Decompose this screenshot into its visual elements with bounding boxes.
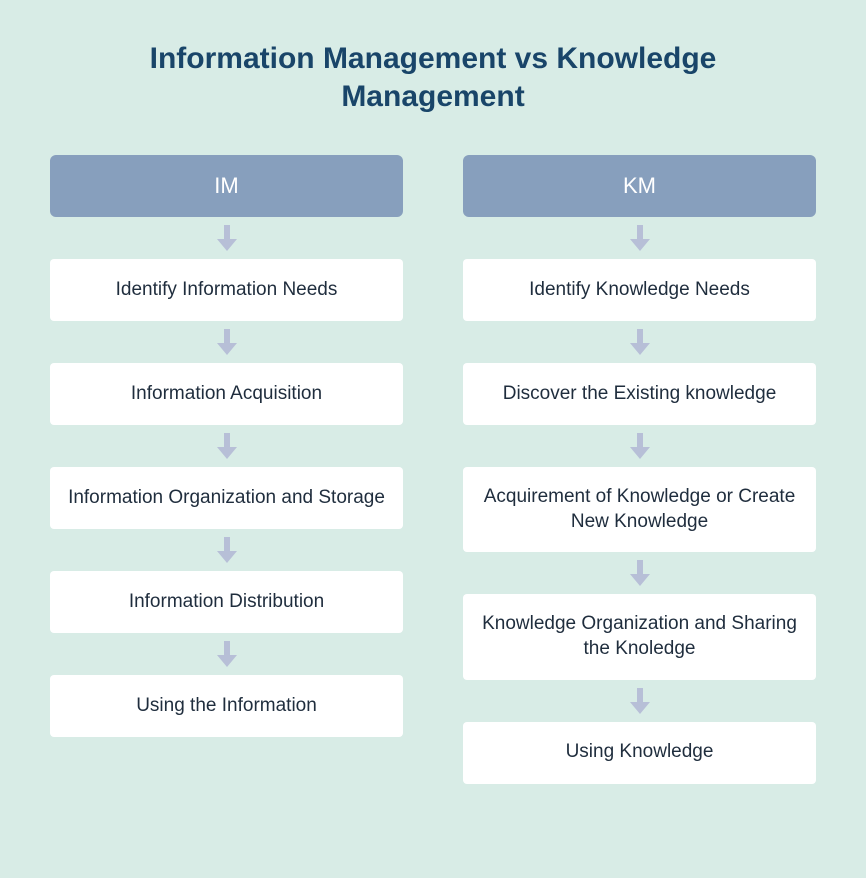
flow-column-im: IM Identify Information Needs Informatio… [50, 155, 403, 784]
arrow-down-icon [50, 425, 403, 467]
flow-step: Identify Knowledge Needs [463, 259, 816, 321]
arrow-down-icon [50, 633, 403, 675]
flow-step: Identify Information Needs [50, 259, 403, 321]
flow-step: Knowledge Organization and Sharing the K… [463, 594, 816, 679]
flow-step: Using the Information [50, 675, 403, 737]
flow-step: Information Acquisition [50, 363, 403, 425]
flow-columns: IM Identify Information Needs Informatio… [50, 155, 816, 784]
arrow-down-icon [463, 217, 816, 259]
column-header-im: IM [50, 155, 403, 217]
arrow-down-icon [463, 425, 816, 467]
diagram-title: Information Management vs Knowledge Mana… [50, 40, 816, 115]
column-header-km: KM [463, 155, 816, 217]
flow-step: Acquirement of Knowledge or Create New K… [463, 467, 816, 552]
flow-step: Information Distribution [50, 571, 403, 633]
arrow-down-icon [463, 321, 816, 363]
arrow-down-icon [50, 217, 403, 259]
flow-column-km: KM Identify Knowledge Needs Discover the… [463, 155, 816, 784]
arrow-down-icon [50, 529, 403, 571]
arrow-down-icon [50, 321, 403, 363]
flow-step: Using Knowledge [463, 722, 816, 784]
flow-step: Discover the Existing knowledge [463, 363, 816, 425]
arrow-down-icon [463, 552, 816, 594]
arrow-down-icon [463, 680, 816, 722]
flow-step: Information Organization and Storage [50, 467, 403, 529]
